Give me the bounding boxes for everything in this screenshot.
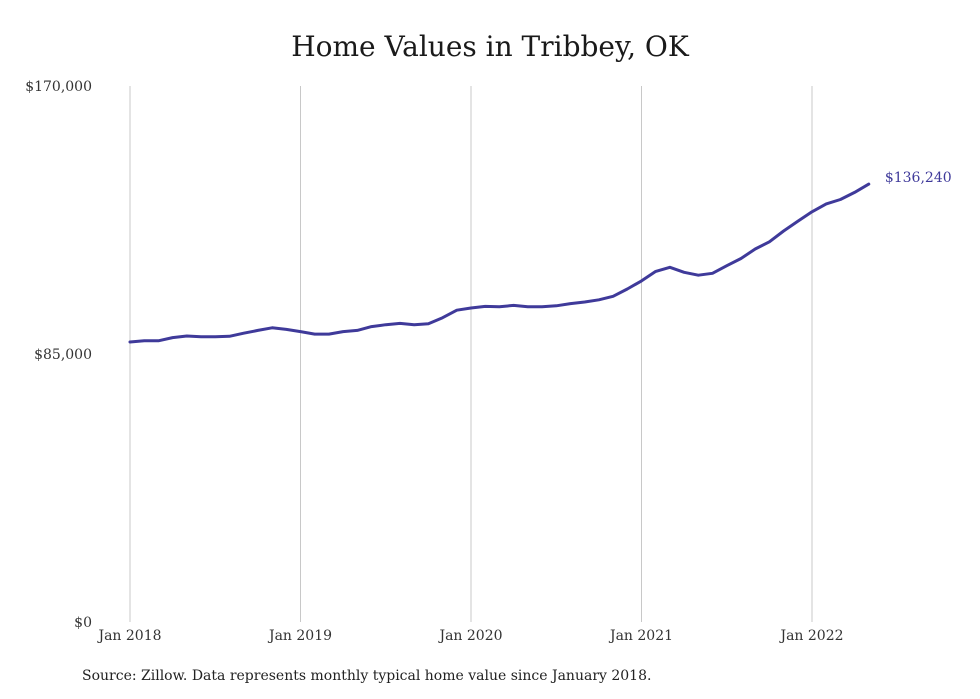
end-value-label: $136,240	[885, 170, 952, 186]
x-tick-label: Jan 2022	[778, 628, 843, 644]
x-axis-ticks: Jan 2018 Jan 2019 Jan 2020 Jan 2021 Jan 2022	[96, 628, 843, 644]
y-tick-label: $170,000	[25, 79, 92, 95]
y-tick-label: $0	[74, 615, 92, 631]
series-line-home-value	[128, 182, 871, 344]
gridlines	[129, 86, 813, 622]
y-tick-label: $85,000	[34, 347, 92, 363]
x-tick-label: Jan 2018	[96, 628, 161, 644]
x-tick-label: Jan 2020	[437, 628, 502, 644]
y-axis-ticks: $0 $85,000 $170,000	[25, 79, 92, 631]
x-tick-label: Jan 2021	[608, 628, 673, 644]
x-tick-label: Jan 2019	[267, 628, 332, 644]
source-note: Source: Zillow. Data represents monthly …	[82, 668, 652, 684]
chart-title: Home Values in Tribbey, OK	[291, 30, 689, 63]
